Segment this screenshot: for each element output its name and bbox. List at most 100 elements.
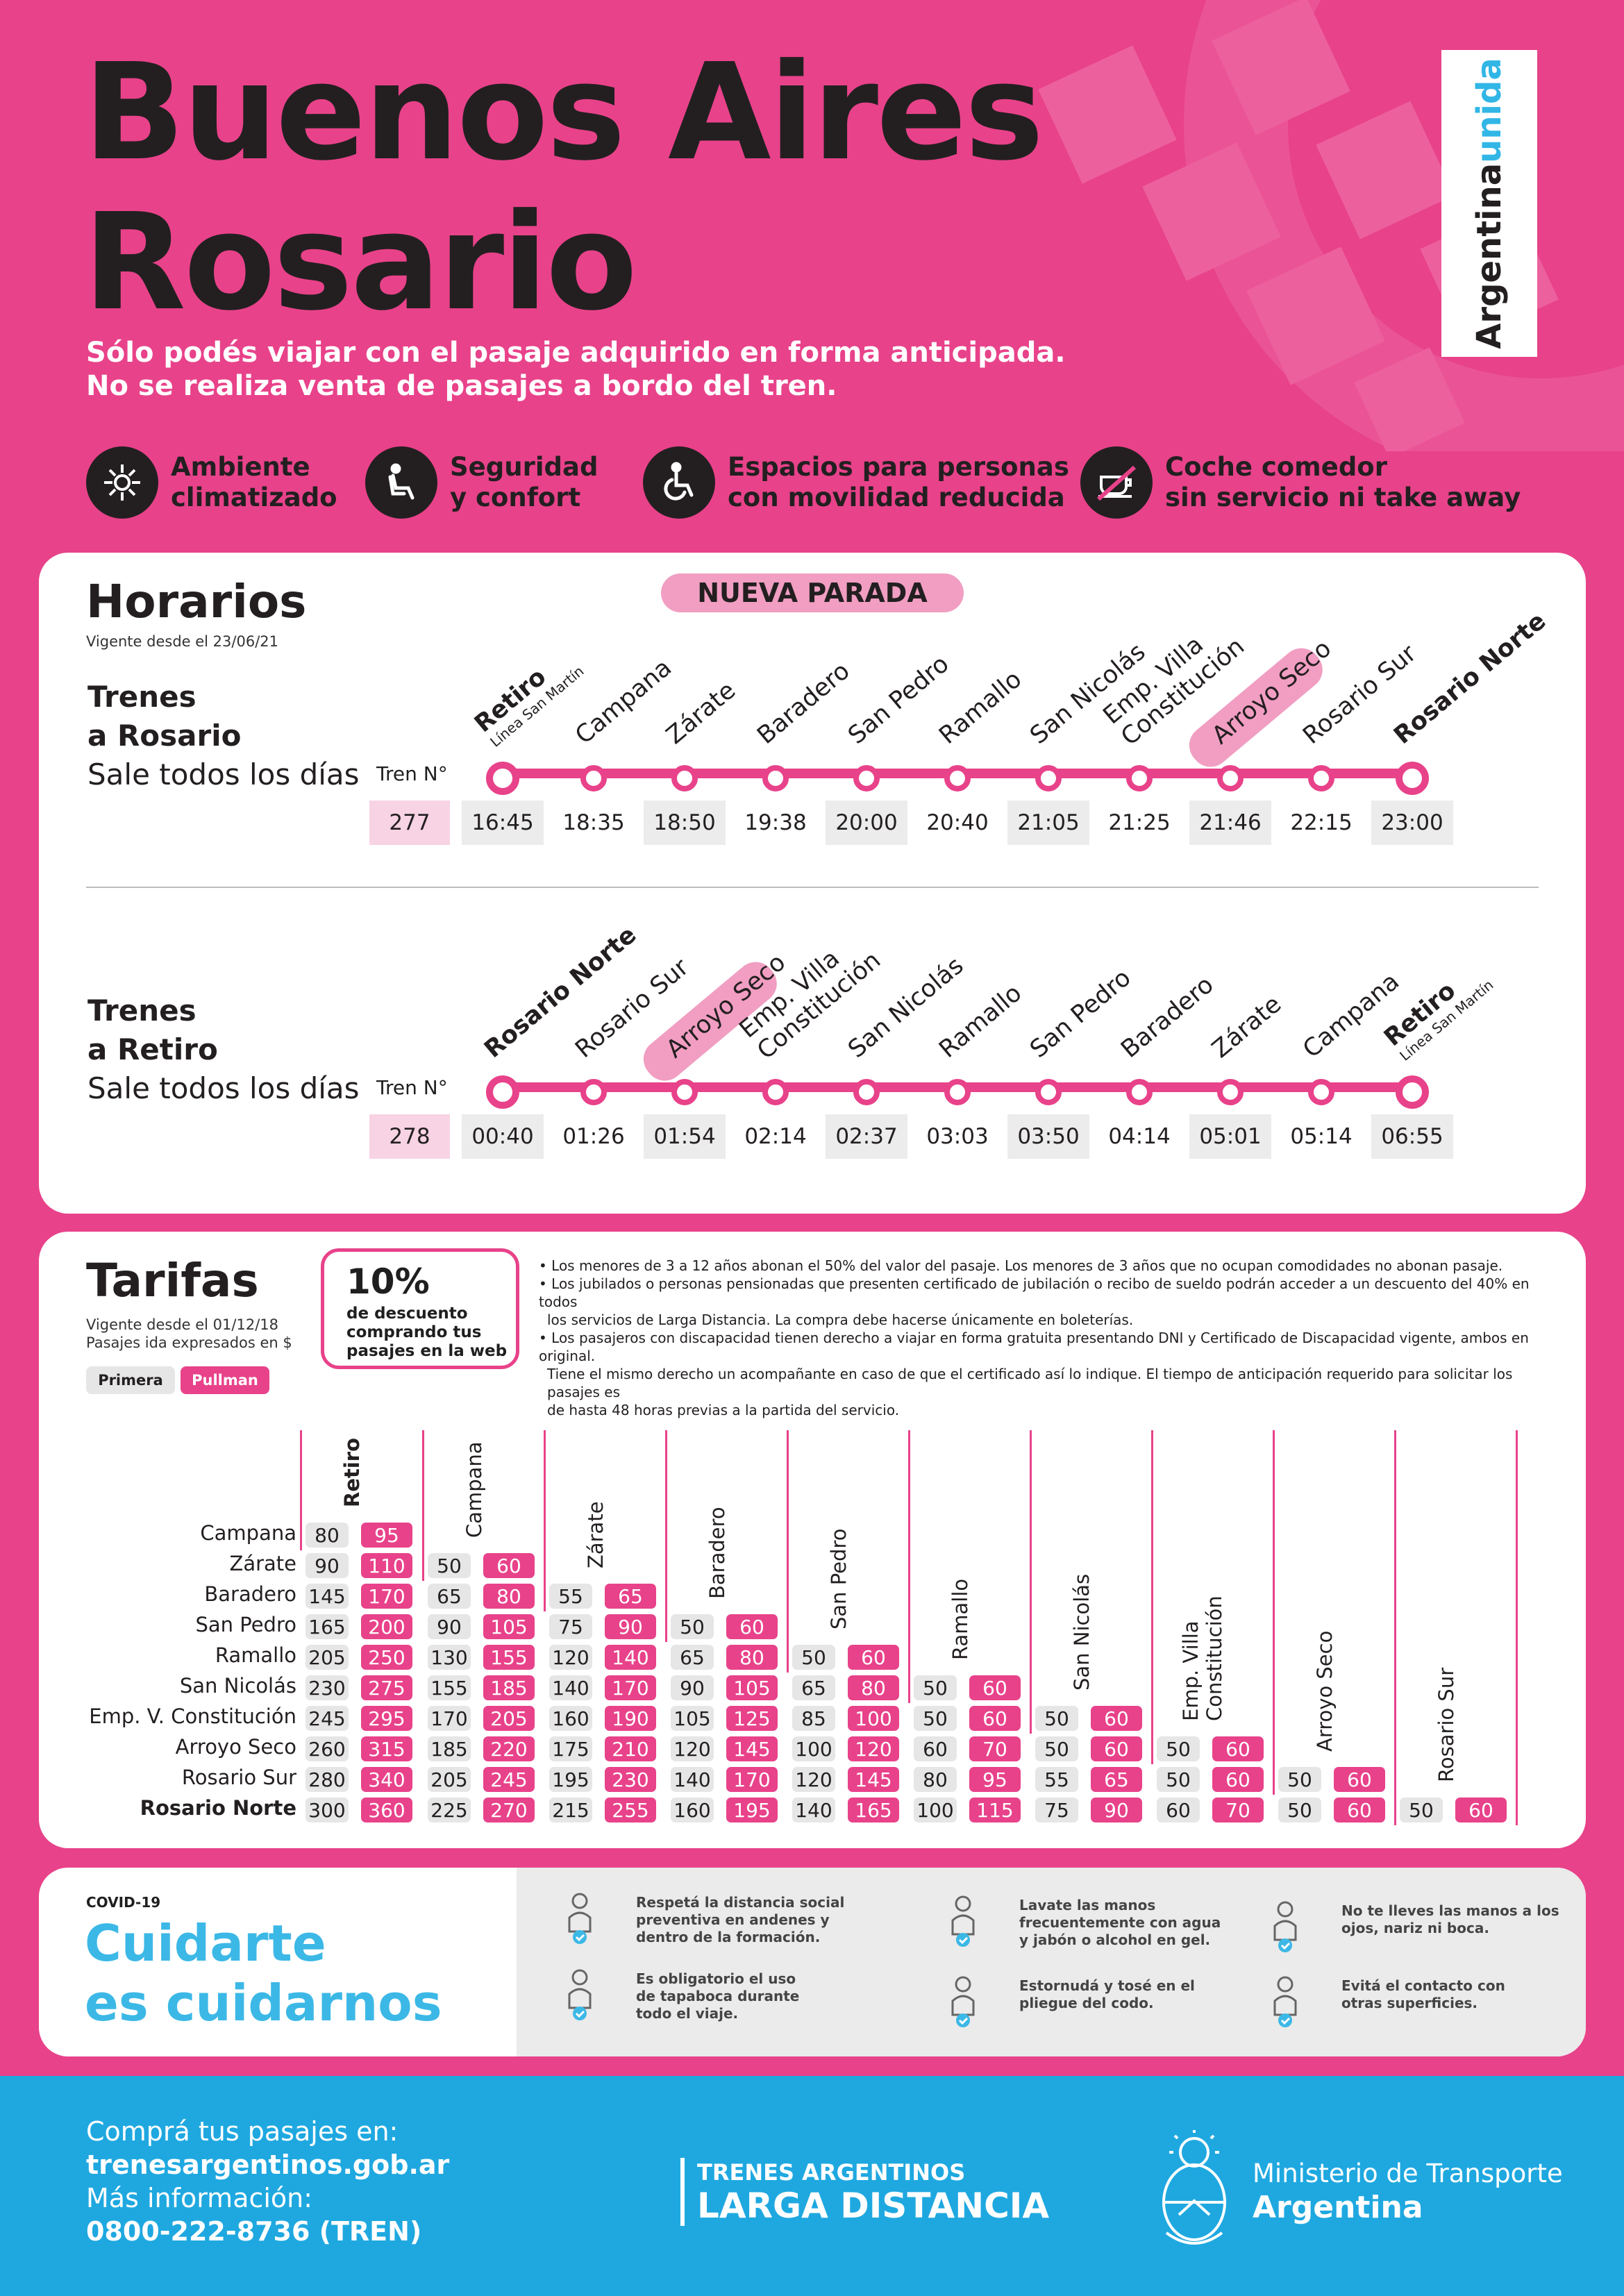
fare-column-divider bbox=[422, 1430, 424, 1581]
fare-primera: 100 bbox=[792, 1736, 835, 1761]
fare-pullman: 80 bbox=[848, 1675, 899, 1700]
fare-pullman: 80 bbox=[483, 1584, 535, 1609]
fare-pullman: 80 bbox=[726, 1645, 778, 1670]
fare-row-label: San Pedro bbox=[195, 1613, 296, 1636]
fare-pullman: 60 bbox=[1212, 1767, 1264, 1792]
phone-number[interactable]: 0800-222-8736 (TREN) bbox=[86, 2216, 422, 2247]
fare-primera: 280 bbox=[305, 1767, 349, 1792]
fare-primera: 140 bbox=[671, 1767, 714, 1792]
covid-tip-text: Es obligatorio el uso de tapaboca durante… bbox=[636, 1970, 800, 2022]
station-stop-marker bbox=[1308, 765, 1334, 791]
route-to-retiro-label: Trenes a Retiro Sale todos los días bbox=[87, 994, 360, 1105]
schedule-title: Horarios bbox=[86, 575, 307, 628]
fare-pullman: 255 bbox=[605, 1798, 656, 1822]
departure-time: 06:55 bbox=[1371, 1114, 1453, 1159]
feature-seat-comfort: Seguridad y confort bbox=[365, 444, 598, 521]
fare-column-divider bbox=[1151, 1430, 1153, 1764]
fare-pullman: 100 bbox=[848, 1706, 899, 1731]
departure-time: 03:03 bbox=[926, 1124, 989, 1149]
fare-column-header: Ramallo bbox=[948, 1578, 972, 1660]
fare-pullman: 155 bbox=[483, 1645, 535, 1670]
departure-time: 20:00 bbox=[826, 801, 907, 845]
fare-row-label: Campana bbox=[200, 1521, 296, 1545]
fare-pullman: 190 bbox=[605, 1706, 656, 1731]
fare-row-label: Arroyo Seco bbox=[175, 1735, 296, 1759]
fare-column-divider bbox=[1273, 1430, 1275, 1795]
covid-title: Cuidarte es cuidarnos bbox=[85, 1914, 442, 2032]
fare-column-header: San Pedro bbox=[827, 1528, 851, 1629]
fare-primera: 50 bbox=[1278, 1767, 1321, 1792]
fare-pullman: 60 bbox=[848, 1645, 899, 1670]
departure-time: 04:14 bbox=[1108, 1124, 1171, 1149]
train-number: 277 bbox=[369, 801, 450, 845]
covid-tag: COVID-19 bbox=[86, 1894, 161, 1911]
fare-primera: 120 bbox=[671, 1736, 714, 1761]
distance-icon bbox=[555, 1890, 604, 1948]
fare-primera: 245 bbox=[305, 1706, 349, 1731]
fare-primera: 185 bbox=[428, 1736, 471, 1761]
departure-time: 01:26 bbox=[562, 1124, 625, 1149]
fare-pullman: 105 bbox=[726, 1675, 778, 1700]
no-dining-icon bbox=[1080, 446, 1153, 519]
fare-pullman: 220 bbox=[483, 1736, 535, 1761]
fare-primera: 260 bbox=[305, 1736, 349, 1761]
route-to-rosario-label: Trenes a Rosario Sale todos los días bbox=[87, 680, 360, 791]
departure-time: 00:40 bbox=[462, 1114, 544, 1159]
fare-pullman: 120 bbox=[848, 1736, 899, 1761]
fare-primera: 205 bbox=[305, 1645, 349, 1670]
fare-pullman: 170 bbox=[605, 1675, 656, 1700]
feature-reduced-mobility: Espacios para personas con movilidad redu… bbox=[643, 444, 1069, 521]
fare-pullman: 90 bbox=[605, 1614, 656, 1639]
departure-time: 02:14 bbox=[744, 1124, 807, 1149]
fare-pullman: 295 bbox=[361, 1706, 412, 1731]
fare-primera: 50 bbox=[428, 1553, 471, 1578]
website-link[interactable]: trenesargentinos.gob.ar bbox=[86, 2150, 450, 2180]
fare-pullman: 60 bbox=[969, 1675, 1021, 1700]
fare-primera: 160 bbox=[549, 1706, 592, 1731]
fare-column-divider bbox=[787, 1430, 789, 1673]
fare-primera: 155 bbox=[428, 1675, 471, 1700]
train-number-label: Tren N° bbox=[376, 1076, 448, 1099]
departure-time: 22:15 bbox=[1290, 810, 1353, 835]
fare-primera: 170 bbox=[428, 1706, 471, 1731]
fare-column-divider bbox=[1030, 1430, 1032, 1734]
fare-column-header: Retiro bbox=[340, 1437, 364, 1507]
fare-pullman: 170 bbox=[726, 1767, 778, 1792]
covid-card bbox=[39, 1868, 1586, 2056]
fare-pullman: 60 bbox=[1334, 1767, 1385, 1792]
station-stop-marker bbox=[1217, 765, 1244, 791]
fare-primera: 65 bbox=[671, 1645, 714, 1670]
covid-tip-text: Evitá el contacto con otras superficies. bbox=[1341, 1977, 1505, 2011]
fare-primera: 105 bbox=[671, 1706, 714, 1731]
feature-air-conditioning: Ambiente climatizado bbox=[86, 444, 337, 521]
fare-primera: 145 bbox=[305, 1584, 349, 1609]
fare-column-header: Arroyo Seco bbox=[1313, 1630, 1337, 1752]
fare-column-divider bbox=[1394, 1430, 1396, 1825]
fare-primera: 60 bbox=[1157, 1798, 1200, 1822]
departure-time: 21:05 bbox=[1007, 801, 1089, 845]
departure-time: 01:54 bbox=[644, 1114, 726, 1159]
departure-time: 05:14 bbox=[1290, 1124, 1353, 1149]
fare-pullman: 250 bbox=[361, 1645, 412, 1670]
sneeze-icon bbox=[939, 1973, 987, 2031]
fare-primera: 55 bbox=[1035, 1767, 1078, 1792]
station-stop-marker bbox=[1396, 762, 1429, 795]
fare-pullman: 70 bbox=[1212, 1798, 1264, 1822]
fare-pullman: 95 bbox=[361, 1523, 412, 1548]
fare-pullman: 315 bbox=[361, 1736, 412, 1761]
fare-primera: 75 bbox=[549, 1614, 592, 1639]
departure-time: 23:00 bbox=[1371, 801, 1453, 845]
fare-pullman: 60 bbox=[483, 1553, 535, 1578]
fare-primera: 65 bbox=[428, 1584, 471, 1609]
trenes-argentinos-logo: TRENES ARGENTINOS LARGA DISTANCIA bbox=[697, 2159, 1050, 2226]
fare-primera: 55 bbox=[549, 1584, 592, 1609]
fare-primera: 50 bbox=[1035, 1736, 1078, 1761]
fare-conditions-notes: • Los menores de 3 a 12 años abonan el 5… bbox=[539, 1257, 1530, 1418]
footer bbox=[0, 2076, 1624, 2296]
web-discount-box: 10% de descuento comprando tus pasajes en … bbox=[321, 1248, 519, 1369]
station-stop-marker bbox=[1126, 1079, 1153, 1105]
fare-column-divider bbox=[300, 1430, 302, 1550]
fare-primera: 50 bbox=[1157, 1736, 1200, 1761]
fare-primera: 205 bbox=[428, 1767, 471, 1792]
departure-time: 18:50 bbox=[644, 801, 726, 845]
